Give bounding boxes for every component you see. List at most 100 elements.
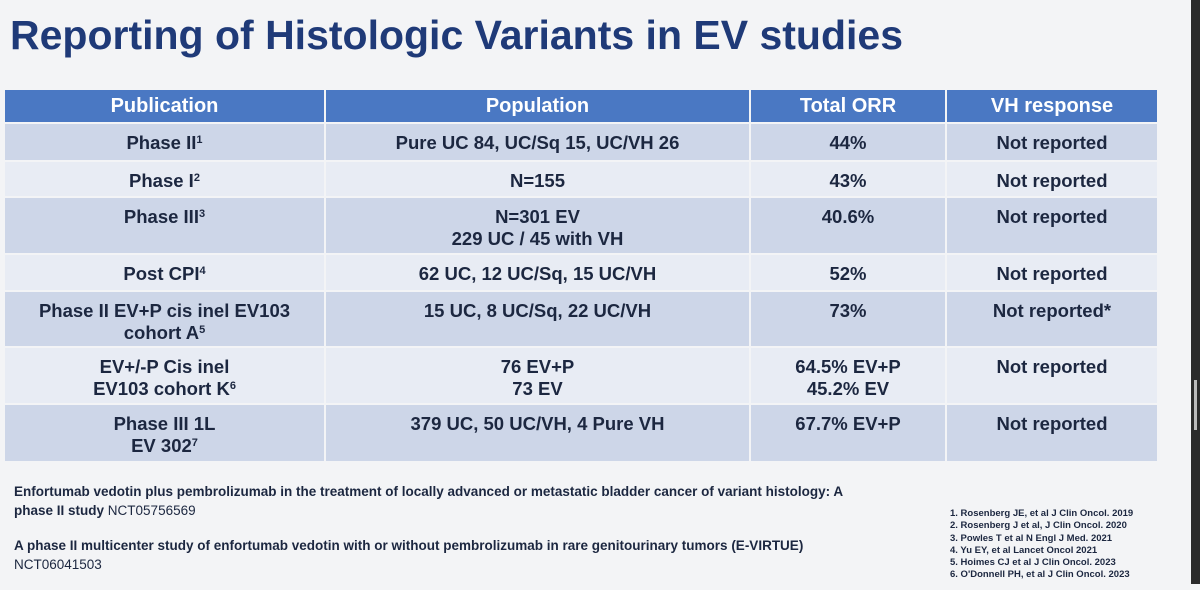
cell-line: EV103 cohort K6 (93, 378, 236, 399)
table-cell: 43% (750, 160, 947, 197)
study-id: NCT06041503 (14, 557, 102, 572)
table-cell: Phase III3 (5, 196, 326, 254)
table-cell: EV+/-P Cis inel EV103 cohort K6 (5, 346, 326, 404)
study-title: A phase II multicenter study of enfortum… (14, 538, 804, 553)
cell-line: 73% (829, 300, 867, 321)
table-cell: N=155 (325, 160, 751, 197)
cell-line: 73 EV (512, 378, 563, 399)
table-row: Phase I2 N=155 43% Not reported (5, 160, 1159, 197)
study-note: A phase II multicenter study of enfortum… (14, 536, 854, 574)
reference: 6. O'Donnell PH, et al J Clin Oncol. 202… (950, 569, 1130, 581)
table-cell: 76 EV+P 73 EV (325, 346, 751, 404)
cell-line: N=155 (509, 170, 566, 191)
table-cell: 64.5% EV+P 45.2% EV (750, 346, 947, 404)
table-cell: 44% (750, 122, 947, 161)
table-cell: Not reported (946, 253, 1159, 291)
cell-line: Phase I2 (129, 170, 200, 191)
cell-line: N=301 EV (495, 206, 580, 227)
column-header: VH response (946, 90, 1159, 123)
cell-line: Not reported (996, 206, 1108, 227)
table-cell: 52% (750, 253, 947, 291)
study-title: Enfortumab vedotin plus pembrolizumab in… (14, 484, 843, 518)
table-cell: 67.7% EV+P (750, 403, 947, 461)
references: 1. Rosenberg JE, et al J Clin Oncol. 201… (950, 508, 1133, 582)
table-row: Phase II EV+P cis inel EV103 cohort A5 15 … (5, 290, 1159, 347)
header-row: Publication Population Total ORR VH respons… (5, 90, 1159, 123)
column-header: Publication (5, 90, 326, 123)
scrollbar[interactable] (1191, 0, 1200, 584)
scrollbar-thumb[interactable] (1194, 380, 1197, 430)
table-cell: Pure UC 84, UC/Sq 15, UC/VH 26 (325, 122, 751, 161)
reference-mark: 1 (196, 134, 203, 146)
cell-line: Phase II1 (126, 132, 203, 153)
cell-line: 15 UC, 8 UC/Sq, 22 UC/VH (423, 300, 652, 321)
cell-line: Phase II EV+P cis inel EV103 (38, 300, 291, 321)
table-row: EV+/-P Cis inel EV103 cohort K6 76 EV+P 73 … (5, 346, 1159, 404)
table-cell: Not reported (946, 346, 1159, 404)
study-id: NCT05756569 (107, 503, 196, 518)
table-cell: Not reported (946, 196, 1159, 254)
cell-line: Not reported (996, 356, 1108, 377)
table-row: Phase III 1L EV 3027 379 UC, 50 UC/VH, 4 P… (5, 403, 1159, 461)
cell-line: Not reported (996, 132, 1108, 153)
cell-line: EV+/-P Cis inel (99, 356, 230, 377)
cell-line: Not reported (996, 263, 1108, 284)
table-cell: Post CPI4 (5, 253, 326, 291)
table-cell: Phase I2 (5, 160, 326, 197)
table-cell: Phase II1 (5, 122, 326, 161)
cell-line: 52% (829, 263, 867, 284)
table-cell: Phase II EV+P cis inel EV103 cohort A5 (5, 290, 326, 347)
cell-line: 62 UC, 12 UC/Sq, 15 UC/VH (418, 263, 657, 284)
reference: 3. Powles T et al N Engl J Med. 2021 (950, 532, 1113, 544)
table-cell: 73% (750, 290, 947, 347)
reference: 5. Hoimes CJ et al J Clin Oncol. 2023 (950, 557, 1116, 569)
table-cell: Not reported (946, 403, 1159, 461)
cell-line: Pure UC 84, UC/Sq 15, UC/VH 26 (395, 132, 680, 153)
table-cell: 40.6% (750, 196, 947, 254)
cell-line: 76 EV+P (500, 356, 575, 377)
reference-mark: 5 (199, 324, 206, 336)
reference-mark: 7 (191, 437, 198, 449)
reference-mark: 2 (193, 172, 200, 184)
table-cell: 62 UC, 12 UC/Sq, 15 UC/VH (325, 253, 751, 291)
reference: 2. Rosenberg J et al, J Clin Oncol. 2020 (950, 520, 1127, 532)
reference-mark: 4 (199, 265, 206, 277)
cell-line: Phase III3 (123, 206, 206, 227)
table-row: Post CPI4 62 UC, 12 UC/Sq, 15 UC/VH 52% Not… (5, 253, 1159, 291)
cell-line: cohort A5 (123, 322, 206, 343)
study-notes: Enfortumab vedotin plus pembrolizumab in… (14, 482, 854, 590)
cell-line: Not reported (996, 413, 1108, 434)
table-cell: Not reported* (946, 290, 1159, 347)
table-cell: 379 UC, 50 UC/VH, 4 Pure VH (325, 403, 751, 461)
variants-table: Publication Population Total ORR VH respons… (5, 90, 1159, 461)
reference-mark: 6 (229, 380, 236, 392)
cell-line: Phase III 1L (113, 413, 216, 434)
reference: 4. Yu EY, et al Lancet Oncol 2021 (950, 544, 1098, 556)
cell-line: 43% (829, 170, 867, 191)
cell-line: 64.5% EV+P (795, 356, 901, 377)
cell-line: 379 UC, 50 UC/VH, 4 Pure VH (410, 413, 665, 434)
table-row: Phase II1 Pure UC 84, UC/Sq 15, UC/VH 26 4… (5, 122, 1159, 161)
cell-line: Post CPI4 (123, 263, 206, 284)
column-header: Population (325, 90, 751, 123)
cell-line: 67.7% EV+P (795, 413, 901, 434)
table-cell: N=301 EV 229 UC / 45 with VH (325, 196, 751, 254)
table-cell: Not reported (946, 160, 1159, 197)
cell-line: 45.2% EV (806, 378, 890, 399)
cell-line: 229 UC / 45 with VH (451, 228, 624, 249)
cell-line: Not reported* (992, 300, 1112, 321)
table-row: Phase III3 N=301 EV 229 UC / 45 with VH 40.… (5, 196, 1159, 254)
cell-line: 44% (829, 132, 867, 153)
study-note: Enfortumab vedotin plus pembrolizumab in… (14, 482, 854, 520)
reference: 1. Rosenberg JE, et al J Clin Oncol. 201… (950, 508, 1134, 519)
table-body: Phase II1 Pure UC 84, UC/Sq 15, UC/VH 26 4… (5, 122, 1159, 461)
slide-title: Reporting of Histologic Variants in EV s… (10, 12, 904, 58)
table-cell: 15 UC, 8 UC/Sq, 22 UC/VH (325, 290, 751, 347)
column-header: Total ORR (750, 90, 947, 123)
cell-line: Not reported (996, 170, 1108, 191)
cell-line: 40.6% (821, 206, 875, 227)
cell-line: EV 3027 (131, 435, 198, 456)
reference-mark: 3 (198, 208, 206, 220)
table-cell: Phase III 1L EV 3027 (5, 403, 326, 461)
